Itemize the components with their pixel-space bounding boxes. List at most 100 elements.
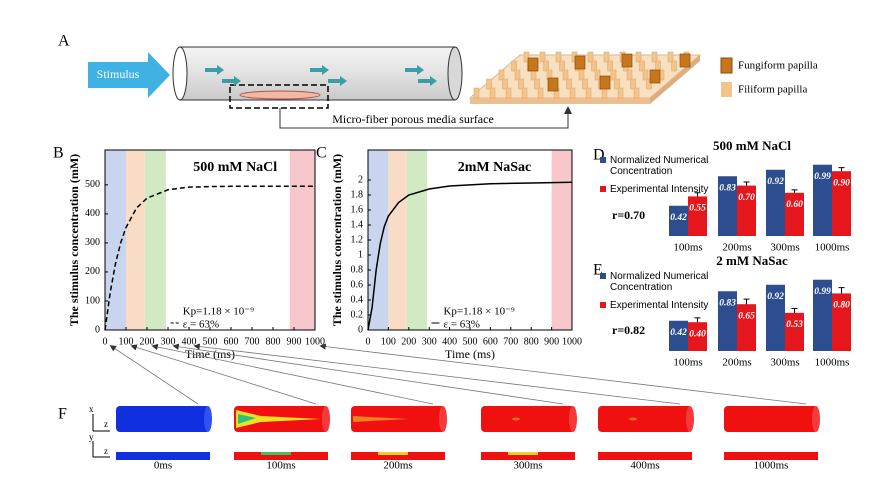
fungiform-papilla	[547, 77, 559, 92]
time-label: 1000ms	[754, 460, 789, 472]
y-tick-label: 100	[85, 295, 100, 306]
chart-title: 2 mM NaSac	[716, 253, 788, 268]
value-label: 0.83	[719, 183, 736, 193]
filiform-papilla	[502, 78, 508, 90]
bar	[737, 185, 756, 236]
tube-end	[447, 46, 463, 101]
y-tick-label: 1.6	[351, 204, 364, 215]
legend-swatch	[600, 186, 606, 192]
porous-patch	[239, 90, 321, 100]
filiform-papilla	[610, 69, 617, 81]
panel-label: A	[58, 33, 70, 50]
filiform-papilla	[498, 69, 505, 81]
chart-title: 500 mM NaCl	[193, 160, 277, 175]
y-tick-label: 1	[358, 249, 363, 260]
flow-arrow	[205, 65, 224, 75]
x-tick-label: 400	[182, 336, 197, 347]
connector	[279, 106, 572, 129]
rod-end	[204, 406, 212, 432]
time-label: 200ms	[383, 460, 412, 472]
filiform-papilla	[489, 87, 496, 99]
axis-icon-label: x	[89, 404, 94, 414]
filiform-papilla	[651, 51, 658, 63]
legend-entry: Experimental Intensity	[600, 300, 718, 311]
y-tick-label: 0.4	[351, 294, 364, 305]
x-tick-label: 400	[442, 336, 457, 347]
annotation: ε = 63%	[183, 319, 220, 331]
filiform-papilla	[585, 87, 592, 99]
filiform-papilla	[667, 51, 674, 63]
x-tick-label: 600	[224, 336, 239, 347]
legend-label: Experimental Intensity	[610, 300, 709, 311]
rod-section	[351, 452, 445, 460]
flow-arrow	[310, 65, 329, 75]
filiform-papilla	[514, 69, 521, 81]
flow-arrow	[418, 76, 437, 86]
rod	[598, 406, 692, 432]
annotation: ε = 63%	[443, 319, 480, 331]
pointer	[109, 345, 199, 405]
filiform-papilla	[473, 87, 480, 99]
surface-edge	[470, 98, 650, 104]
surface-label: Micro-fiber porous media surface	[332, 112, 494, 126]
annotation: Kp=1.18 × 10⁻⁹	[183, 306, 254, 318]
error-bar	[694, 192, 701, 197]
error-bar	[694, 317, 701, 323]
rod-section	[481, 452, 575, 460]
fungiform-swatch	[720, 57, 733, 74]
fungiform-papilla	[599, 75, 611, 90]
error-bar	[791, 308, 798, 313]
x-tick-label: 800	[266, 336, 281, 347]
x-tick-label: 100	[381, 336, 396, 347]
value-label: 0.42	[670, 213, 687, 223]
filiform-papilla	[603, 51, 610, 63]
filiform-papilla	[607, 60, 613, 72]
filiform-papilla	[591, 60, 597, 72]
bar	[766, 169, 785, 236]
filiform-papilla	[671, 60, 677, 72]
axis-icon-label: z	[104, 446, 108, 456]
flow-arrow	[328, 76, 347, 86]
value-label: 0.92	[767, 292, 784, 302]
highlight-band	[144, 150, 166, 330]
panel-label: C	[316, 145, 327, 162]
value-label: 0.99	[814, 287, 831, 297]
filiform-papilla	[537, 87, 544, 99]
x-tick-label: 500	[203, 336, 218, 347]
error-bar	[791, 189, 798, 193]
x-tick-label: 900	[287, 336, 302, 347]
label-bg	[318, 113, 510, 126]
filiform-papilla	[530, 69, 537, 81]
value-label: 0.99	[814, 172, 831, 182]
bar	[737, 304, 756, 351]
filiform-papilla	[587, 51, 594, 63]
value-label: 0.60	[786, 200, 803, 210]
legend-entry: Normalized Numerical Concentration	[600, 271, 718, 293]
legend-entry: Experimental Intensity	[600, 184, 718, 195]
rod	[116, 406, 210, 432]
line-series	[367, 181, 573, 331]
legend-label: Experimental Intensity	[610, 184, 709, 195]
value-label: 0.83	[719, 298, 736, 308]
tube	[179, 46, 456, 101]
legend-label: Normalized Numerical Concentration	[610, 155, 709, 177]
legend-swatch	[600, 302, 606, 308]
filiform-papilla	[594, 69, 601, 81]
bar	[785, 192, 804, 236]
filiform-papilla	[642, 69, 649, 81]
y-tick-label: 400	[85, 208, 100, 219]
axis-icon	[92, 441, 110, 458]
y-tick-label: 0.2	[351, 309, 364, 320]
filiform-papilla	[566, 78, 572, 90]
bar	[813, 164, 832, 236]
y-tick-label: 0	[95, 324, 100, 335]
filiform-papilla	[630, 78, 636, 90]
x-tick-label: 200	[401, 336, 416, 347]
rod-section	[116, 452, 210, 460]
legend-swatch	[600, 157, 606, 163]
papillae	[473, 51, 691, 99]
plume	[238, 414, 256, 424]
filiform-papilla	[518, 78, 524, 90]
x-tick-label: 100	[119, 336, 134, 347]
